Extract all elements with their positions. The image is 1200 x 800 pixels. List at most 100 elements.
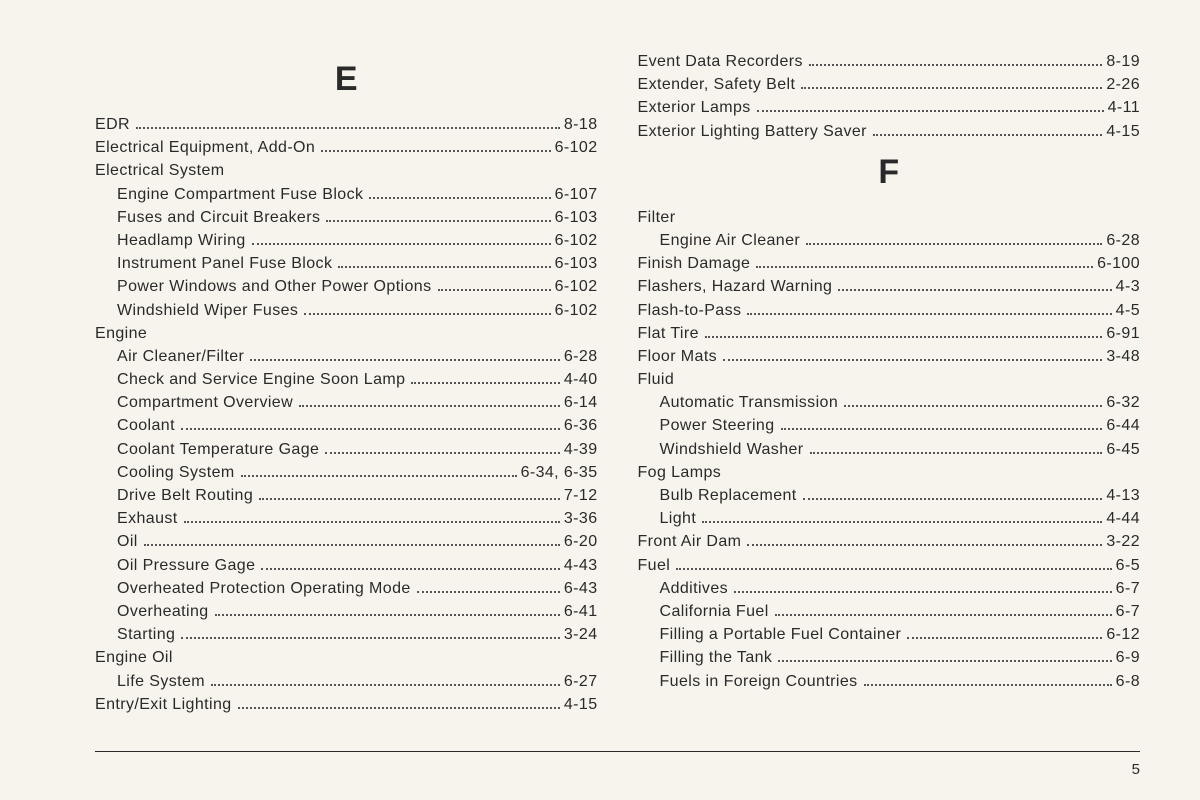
index-entry-page: 6-28	[564, 345, 598, 368]
leader-dots	[369, 197, 550, 199]
index-entry: Automatic Transmission6-32	[638, 391, 1141, 414]
index-entry: Oil Pressure Gage 4-43	[95, 554, 598, 577]
index-entry: Bulb Replacement4-13	[638, 484, 1141, 507]
index-entry-label: Fuses and Circuit Breakers	[117, 206, 320, 229]
index-entry: Light4-44	[638, 507, 1141, 530]
index-entry: Additives 6-7	[638, 577, 1141, 600]
index-entry: Air Cleaner/Filter6-28	[95, 345, 598, 368]
leader-dots	[299, 405, 560, 407]
index-entry-page: 3-24	[564, 623, 598, 646]
index-entry-page: 6-102	[555, 136, 598, 159]
index-entry-label: Additives	[660, 577, 729, 600]
index-entry: Check and Service Engine Soon Lamp4-40	[95, 368, 598, 391]
leader-dots	[778, 660, 1111, 662]
index-entry-page: 6-44	[1106, 414, 1140, 437]
index-entry-label: Headlamp Wiring	[117, 229, 246, 252]
leader-dots	[181, 428, 560, 430]
index-entry-page: 6-102	[555, 299, 598, 322]
leader-dots	[781, 428, 1103, 430]
index-entry-page: 4-39	[564, 438, 598, 461]
index-entry-page: 4-43	[564, 554, 598, 577]
page-number: 5	[1132, 761, 1140, 778]
index-entry-label: EDR	[95, 113, 130, 136]
section-letter: E	[95, 60, 598, 99]
index-entry-label: Engine Air Cleaner	[660, 229, 801, 252]
index-entry-label: Oil Pressure Gage	[117, 554, 255, 577]
index-entry: Life System6-27	[95, 670, 598, 693]
leader-dots	[809, 64, 1102, 66]
index-entry-page: 6-34, 6-35	[521, 461, 598, 484]
index-entry-page: 6-91	[1106, 322, 1140, 345]
index-entry: Headlamp Wiring6-102	[95, 229, 598, 252]
leader-dots	[803, 498, 1103, 500]
index-entry-page: 3-36	[564, 507, 598, 530]
index-entry-label: Bulb Replacement	[660, 484, 797, 507]
leader-dots	[676, 568, 1111, 570]
index-entry: Filling the Tank6-9	[638, 646, 1141, 669]
index-entry-page: 6-7	[1116, 600, 1140, 623]
index-entry-label: Oil	[117, 530, 138, 553]
leader-dots	[325, 452, 560, 454]
index-entry: Overheating6-41	[95, 600, 598, 623]
index-entry: Flat Tire6-91	[638, 322, 1141, 345]
index-entry: California Fuel6-7	[638, 600, 1141, 623]
leader-dots	[756, 266, 1093, 268]
index-entry-page: 6-103	[555, 206, 598, 229]
index-entry-label: Life System	[117, 670, 205, 693]
leader-dots	[136, 127, 560, 129]
index-entry-label: Filling a Portable Fuel Container	[660, 623, 902, 646]
index-entry-page: 8-19	[1106, 50, 1140, 73]
index-entry: EDR8-18	[95, 113, 598, 136]
index-entry-label: Exterior Lighting Battery Saver	[638, 120, 867, 143]
index-group: Filter	[638, 206, 1141, 229]
leader-dots	[873, 134, 1102, 136]
index-entry: Power Windows and Other Power Options6-1…	[95, 275, 598, 298]
index-entry: Engine Compartment Fuse Block6-107	[95, 183, 598, 206]
index-entry: Exterior Lamps4-11	[638, 96, 1141, 119]
index-entry-page: 4-11	[1108, 96, 1140, 119]
leader-dots	[734, 591, 1112, 593]
index-entry-page: 6-41	[564, 600, 598, 623]
leader-dots	[705, 336, 1102, 338]
right-column: Event Data Recorders8-19Extender, Safety…	[638, 50, 1141, 716]
leader-dots	[844, 405, 1102, 407]
index-entry-page: 4-5	[1116, 299, 1140, 322]
index-entry: Starting3-24	[95, 623, 598, 646]
index-entry-page: 6-8	[1116, 670, 1140, 693]
index-entry-page: 4-3	[1116, 275, 1140, 298]
leader-dots	[338, 266, 550, 268]
index-entry: Flashers, Hazard Warning4-3	[638, 275, 1141, 298]
index-group: Engine Oil	[95, 646, 598, 669]
index-entry-label: Compartment Overview	[117, 391, 293, 414]
index-entry: Fuel6-5	[638, 554, 1141, 577]
leader-dots	[241, 475, 517, 477]
leader-dots	[238, 707, 560, 709]
leader-dots	[806, 243, 1102, 245]
index-columns: EEDR8-18Electrical Equipment, Add-On6-10…	[95, 50, 1140, 716]
index-entry-label: Windshield Wiper Fuses	[117, 299, 298, 322]
index-entry: Floor Mats3-48	[638, 345, 1141, 368]
leader-dots	[747, 313, 1111, 315]
index-entry: Power Steering6-44	[638, 414, 1141, 437]
index-entry: Coolant 6-36	[95, 414, 598, 437]
index-entry-page: 3-48	[1106, 345, 1140, 368]
index-entry: Exterior Lighting Battery Saver4-15	[638, 120, 1141, 143]
index-entry: Oil6-20	[95, 530, 598, 553]
leader-dots	[250, 359, 560, 361]
index-entry-page: 6-36	[564, 414, 598, 437]
index-entry-label: Entry/Exit Lighting	[95, 693, 232, 716]
leader-dots	[702, 521, 1102, 523]
index-group: Fog Lamps	[638, 461, 1141, 484]
index-entry: Exhaust3-36	[95, 507, 598, 530]
index-entry-page: 6-7	[1116, 577, 1140, 600]
index-entry-label: Light	[660, 507, 697, 530]
index-entry: Fuels in Foreign Countries6-8	[638, 670, 1141, 693]
leader-dots	[810, 452, 1103, 454]
leader-dots	[907, 637, 1102, 639]
index-entry-label: Coolant	[117, 414, 175, 437]
index-entry-page: 2-26	[1106, 73, 1140, 96]
leader-dots	[184, 521, 560, 523]
leader-dots	[838, 289, 1111, 291]
leader-dots	[261, 568, 559, 570]
index-entry: Front Air Dam3-22	[638, 530, 1141, 553]
